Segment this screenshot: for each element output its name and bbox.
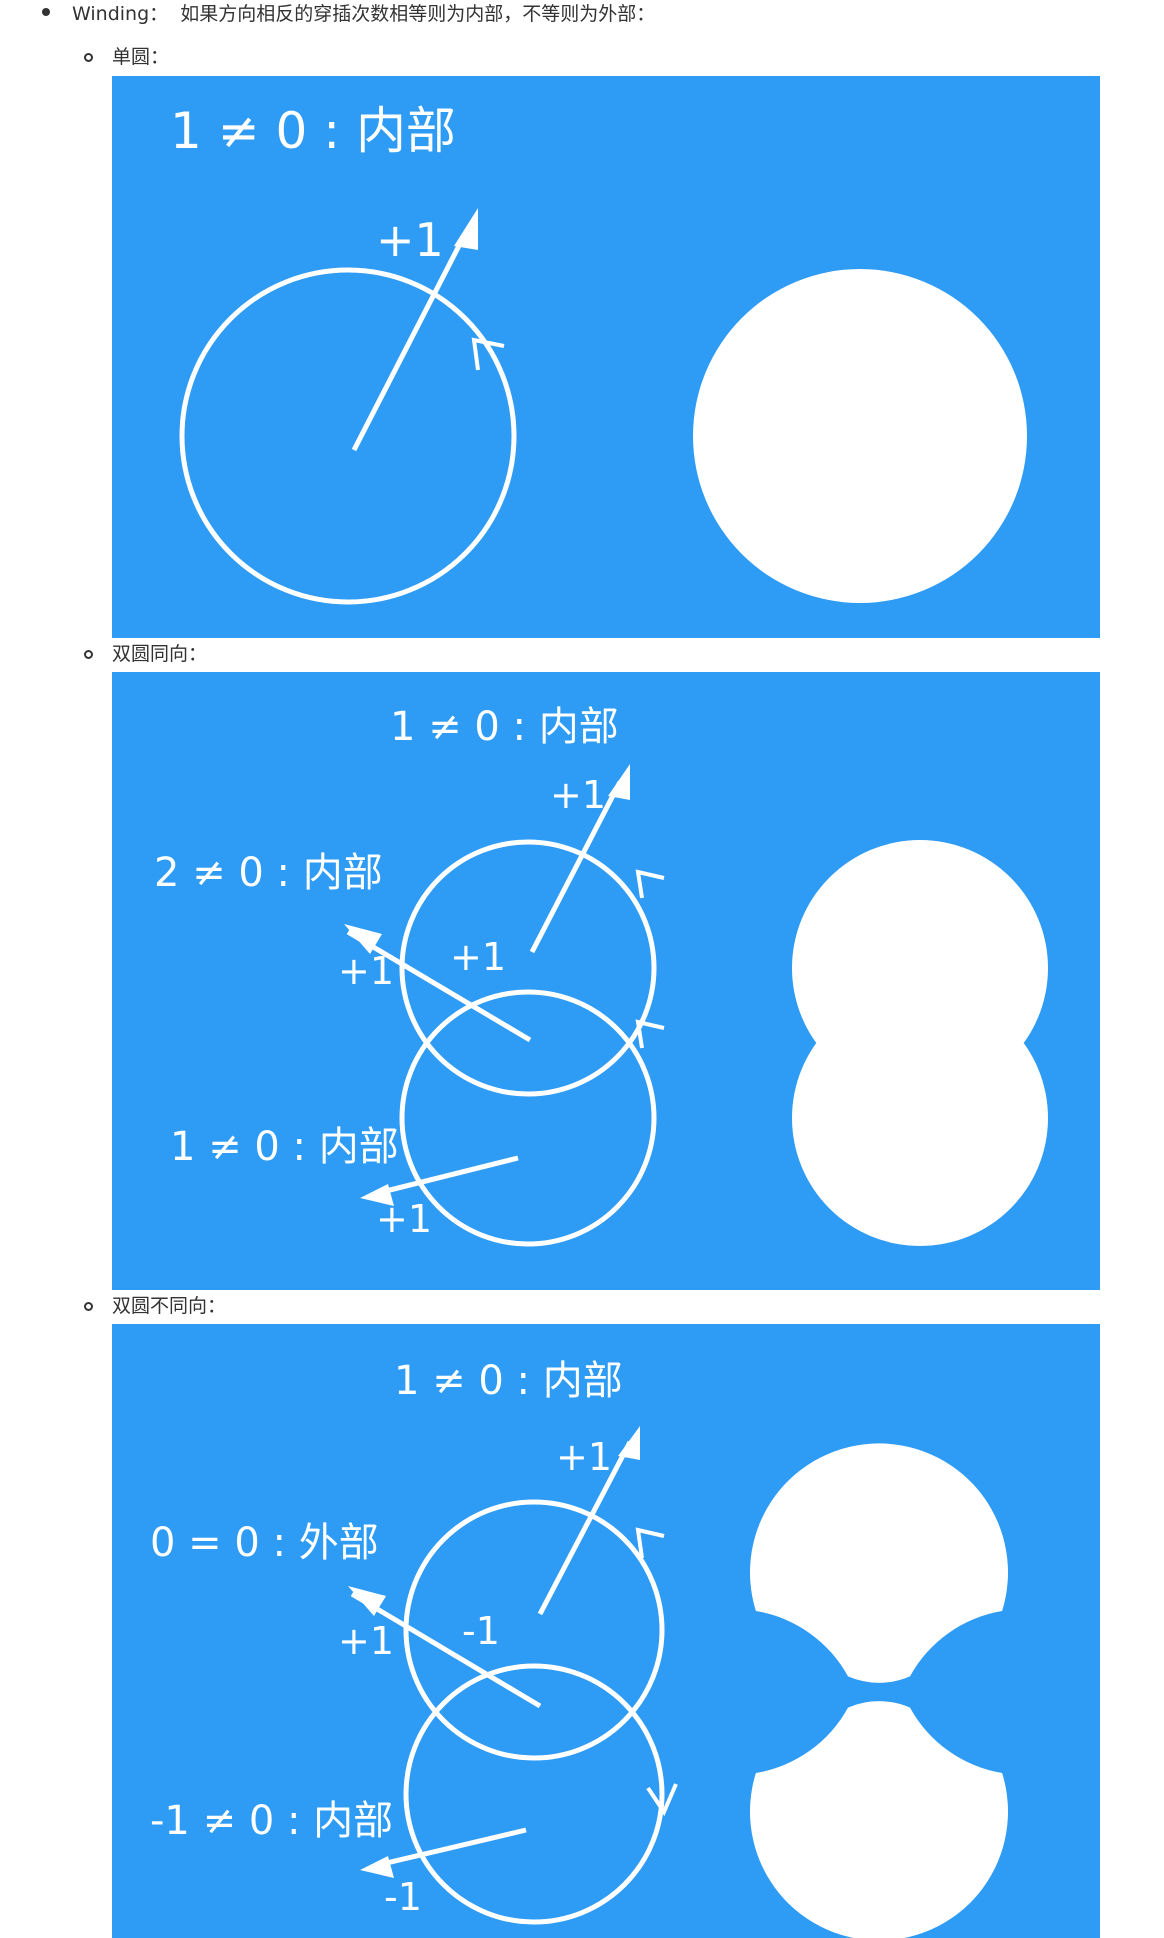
top-crossing-count: +1 (550, 773, 606, 817)
ray-line (351, 234, 467, 452)
bottom-crossing-count: +1 (376, 1197, 432, 1241)
bottom-winding-label: -1 ≠ 0 : 内部 (150, 1798, 393, 1844)
sub-bullet (84, 1302, 93, 1311)
middle-outer-crossing-count: +1 (338, 1619, 394, 1663)
middle-inner-crossing-count: +1 (450, 935, 506, 979)
middle-inner-crossing-count: -1 (462, 1609, 500, 1653)
bottom-ray-arrowhead (360, 1856, 394, 1878)
middle-ray-arrowhead (348, 1586, 386, 1616)
bottom-winding-label: 1 ≠ 0 : 内部 (170, 1124, 399, 1170)
middle-winding-label: 0 = 0 : 外部 (150, 1520, 379, 1566)
middle-winding-label: 2 ≠ 0 : 内部 (154, 850, 383, 896)
filled-upper-region (750, 1443, 1008, 1683)
top-winding-label: 1 ≠ 0 : 内部 (394, 1358, 623, 1404)
filled-lower-circle (792, 990, 1048, 1246)
bottom-crossing-count: -1 (384, 1875, 422, 1919)
winding-term: Winding： (72, 3, 169, 25)
middle-ray-line (350, 1591, 542, 1709)
caption-opposite-direction: 双圆不同向： (112, 1295, 227, 1317)
path-circle (179, 267, 517, 605)
lower-direction-arrowhead (646, 1783, 678, 1817)
winding-description: 如果方向相反的穿插次数相等则为内部，不等则为外部： (180, 3, 656, 25)
filled-result-circle (693, 269, 1027, 603)
list-bullet (42, 8, 50, 16)
bottom-ray-line (373, 1827, 527, 1869)
sub-bullet (84, 650, 93, 659)
top-ray-arrowhead (608, 764, 630, 800)
top-winding-label: 1 ≠ 0 : 内部 (390, 704, 619, 750)
same-direction-svg: 1 ≠ 0 : 内部 +1 2 ≠ 0 : 内部 +1 +1 1 ≠ 0 : 内… (154, 704, 1048, 1247)
middle-outer-crossing-count: +1 (338, 949, 394, 993)
winding-intro: Winding： 如果方向相反的穿插次数相等则为内部，不等则为外部： (72, 2, 655, 26)
top-ray-arrowhead (618, 1426, 640, 1460)
lower-circle (403, 1663, 665, 1925)
caption-single-circle: 单圆： (112, 46, 170, 68)
caption-same-direction: 双圆同向： (112, 643, 208, 665)
bottom-ray-line (373, 1155, 519, 1197)
lower-direction-arrowhead (635, 1019, 665, 1049)
upper-circle (399, 839, 657, 1097)
direction-arrowhead (471, 337, 505, 371)
top-ray-line (537, 1440, 633, 1616)
ray-arrowhead (454, 208, 478, 250)
single-crossing-count: +1 (376, 213, 444, 267)
middle-ray-line (346, 929, 532, 1043)
filled-lower-region (750, 1701, 1008, 1938)
top-crossing-count: +1 (556, 1435, 612, 1479)
diagram-same-direction: 1 ≠ 0 : 内部 +1 2 ≠ 0 : 内部 +1 +1 1 ≠ 0 : 内… (112, 672, 1100, 1290)
diagram-single-circle: 1 ≠ 0 : 内部 +1 (112, 76, 1100, 638)
opposite-direction-svg: 1 ≠ 0 : 内部 +1 0 = 0 : 外部 +1 -1 -1 ≠ 0 : … (150, 1358, 1008, 1938)
bottom-ray-arrowhead (360, 1184, 394, 1206)
upper-direction-arrowhead (635, 1527, 665, 1559)
top-ray-line (529, 780, 623, 954)
diagram-opposite-direction: 1 ≠ 0 : 内部 +1 0 = 0 : 外部 +1 -1 -1 ≠ 0 : … (112, 1324, 1100, 1938)
single-winding-label: 1 ≠ 0 : 内部 (170, 102, 456, 160)
upper-direction-arrowhead (635, 869, 665, 899)
upper-circle (403, 1499, 665, 1761)
single-circle-svg: 1 ≠ 0 : 内部 +1 (170, 102, 1027, 605)
lower-circle (399, 989, 657, 1247)
middle-ray-arrowhead (344, 924, 382, 954)
sub-bullet (84, 53, 93, 62)
